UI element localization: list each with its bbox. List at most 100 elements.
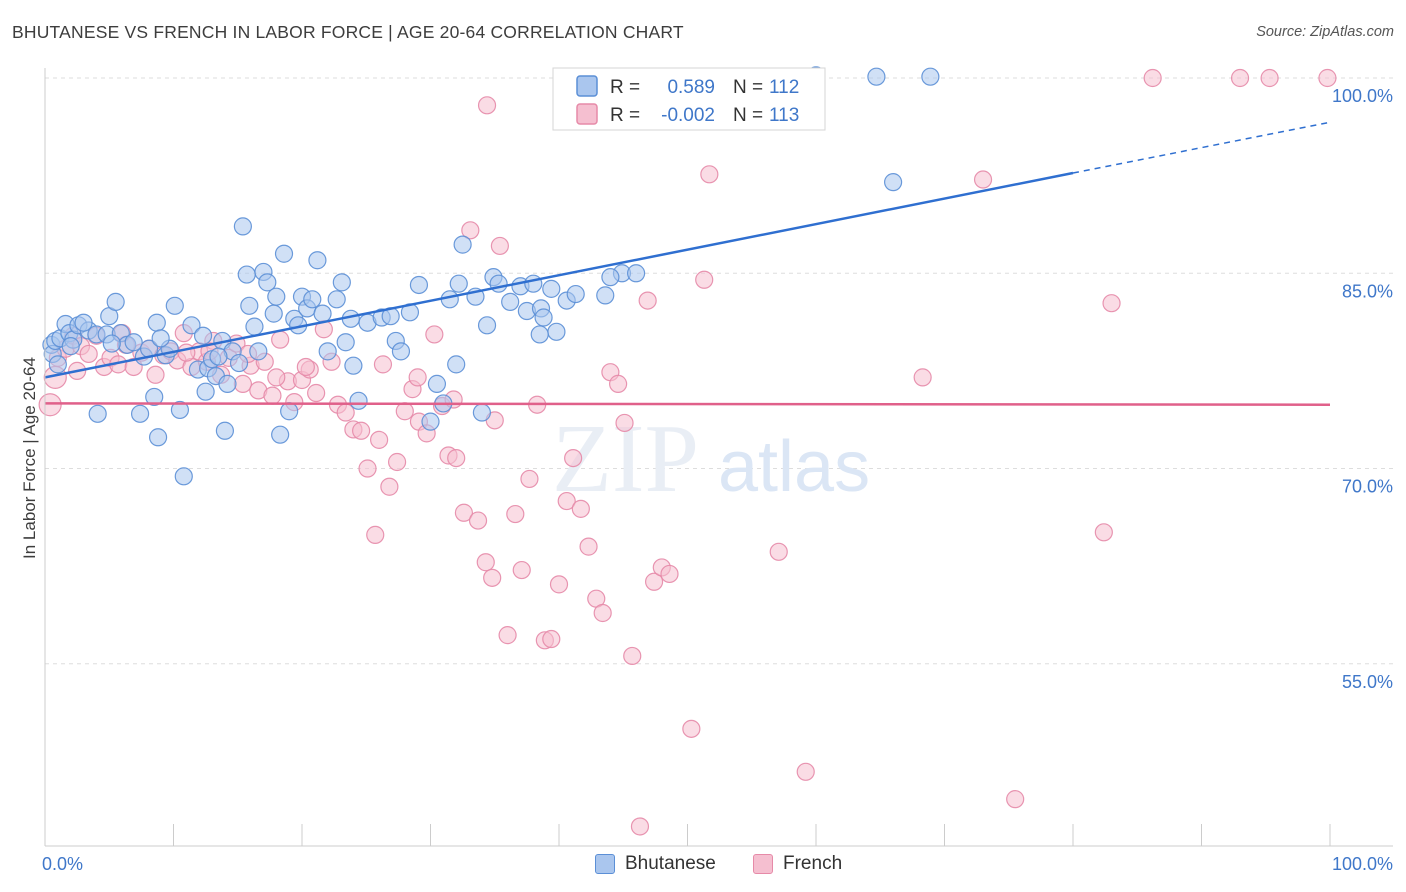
bhutanese-point — [867, 67, 886, 86]
bhutanese-point — [106, 292, 125, 311]
bhutanese-point — [308, 251, 327, 270]
bhutanese-point — [130, 404, 150, 423]
x-tick-label: 0.0% — [42, 854, 83, 874]
bhutanese-point — [409, 275, 429, 295]
bhutanese-point — [274, 244, 294, 263]
bhutanese-point — [209, 347, 228, 366]
bhutanese-point — [566, 284, 585, 304]
y-tick-label: 85.0% — [1342, 281, 1393, 301]
french-point — [973, 170, 993, 189]
bhutanese-point — [427, 374, 447, 393]
legend-n-label: N = — [733, 77, 763, 98]
french-point — [512, 560, 531, 580]
bhutanese-point — [336, 333, 355, 352]
bhutanese-point — [271, 425, 290, 444]
x-tick-label: 100.0% — [1332, 854, 1393, 874]
bhutanese-point — [148, 428, 168, 447]
bhutanese-point — [596, 286, 615, 305]
french-point — [571, 499, 590, 518]
bhutanese-point — [147, 313, 166, 332]
french-point — [177, 343, 196, 362]
french-points — [38, 68, 1337, 836]
french-point — [623, 646, 642, 666]
french-point — [695, 270, 714, 289]
bhutanese-point — [237, 265, 256, 284]
bhutanese-point — [921, 67, 940, 86]
french-point — [1318, 68, 1337, 88]
axes: 0.0% 100.0% — [42, 68, 1393, 874]
french-point — [425, 325, 444, 344]
bhutanese-point — [264, 304, 283, 323]
french-swatch — [753, 854, 773, 874]
bhutanese-point — [193, 326, 213, 345]
stats-legend-box — [552, 67, 826, 131]
bhutanese-point — [48, 355, 67, 374]
french-point — [644, 572, 664, 591]
bhutanese-point — [245, 317, 264, 336]
legend-swatch-blue — [576, 75, 598, 97]
bhutanese-point — [421, 412, 440, 431]
french-point — [477, 96, 497, 115]
bhutanese-point — [267, 287, 286, 306]
legend-r-value: 0.589 — [667, 77, 715, 98]
legend-n-label: N = — [733, 105, 763, 126]
french-point — [520, 469, 539, 489]
bhutanese-point — [449, 274, 468, 293]
french-point — [387, 452, 407, 472]
french-point — [358, 459, 377, 478]
bhutanese-point — [215, 421, 234, 440]
french-point — [38, 393, 62, 417]
bhutanese-trend-line — [44, 171, 1074, 379]
legend-label-french: French — [783, 853, 843, 874]
bhutanese-point — [313, 304, 332, 323]
french-point — [498, 626, 517, 645]
french-point — [769, 542, 788, 561]
french-point — [263, 386, 282, 405]
french-point — [1102, 294, 1121, 313]
french-point — [630, 817, 650, 836]
bhutanese-swatch — [595, 854, 615, 874]
legend-label-bhutanese: Bhutanese — [625, 853, 716, 874]
bhutanese-point — [534, 308, 553, 327]
bhutanese-point — [280, 402, 299, 421]
bhutanese-point — [547, 322, 566, 341]
y-tick-label: 55.0% — [1342, 672, 1393, 692]
bhutanese-point — [196, 382, 215, 401]
legend-item-french[interactable]: French — [753, 853, 842, 875]
bhutanese-point — [477, 316, 497, 335]
legend-item-bhutanese[interactable]: Bhutanese — [595, 853, 716, 875]
stats-legend: R = 0.589 N = 112 R = -0.002 N = 113 — [552, 67, 826, 131]
french-point — [395, 402, 414, 421]
bhutanese-point — [601, 268, 620, 287]
bhutanese-point — [182, 316, 201, 335]
french-point — [579, 537, 598, 556]
french-point — [638, 291, 657, 310]
y-tick-label: 70.0% — [1342, 477, 1393, 497]
y-axis-label: In Labor Force | Age 20-64 — [20, 357, 39, 559]
legend-n-value: 112 — [769, 77, 799, 98]
bhutanese-point — [258, 273, 277, 292]
french-point — [564, 448, 583, 468]
french-point — [461, 221, 480, 240]
french-point — [549, 575, 569, 594]
bhutanese-point — [151, 329, 170, 348]
french-point — [271, 330, 290, 349]
french-point — [1260, 68, 1279, 88]
y-tick-label: 100.0% — [1332, 86, 1393, 106]
french-point — [700, 165, 719, 184]
french-point — [296, 357, 315, 377]
french-point — [79, 344, 98, 364]
bhutanese-point — [145, 387, 164, 407]
french-point — [447, 448, 466, 468]
bhutanese-point — [174, 467, 193, 486]
bhutanese-point — [332, 273, 351, 292]
bhutanese-point — [391, 342, 411, 361]
french-point — [380, 477, 399, 496]
bottom-legend: Bhutanese French — [0, 850, 1406, 880]
bhutanese-point — [472, 403, 491, 422]
french-point — [267, 368, 286, 387]
bhutanese-point — [349, 391, 368, 410]
bhutanese-point — [233, 217, 252, 236]
french-point — [1006, 790, 1025, 809]
bhutanese-point — [530, 325, 549, 344]
